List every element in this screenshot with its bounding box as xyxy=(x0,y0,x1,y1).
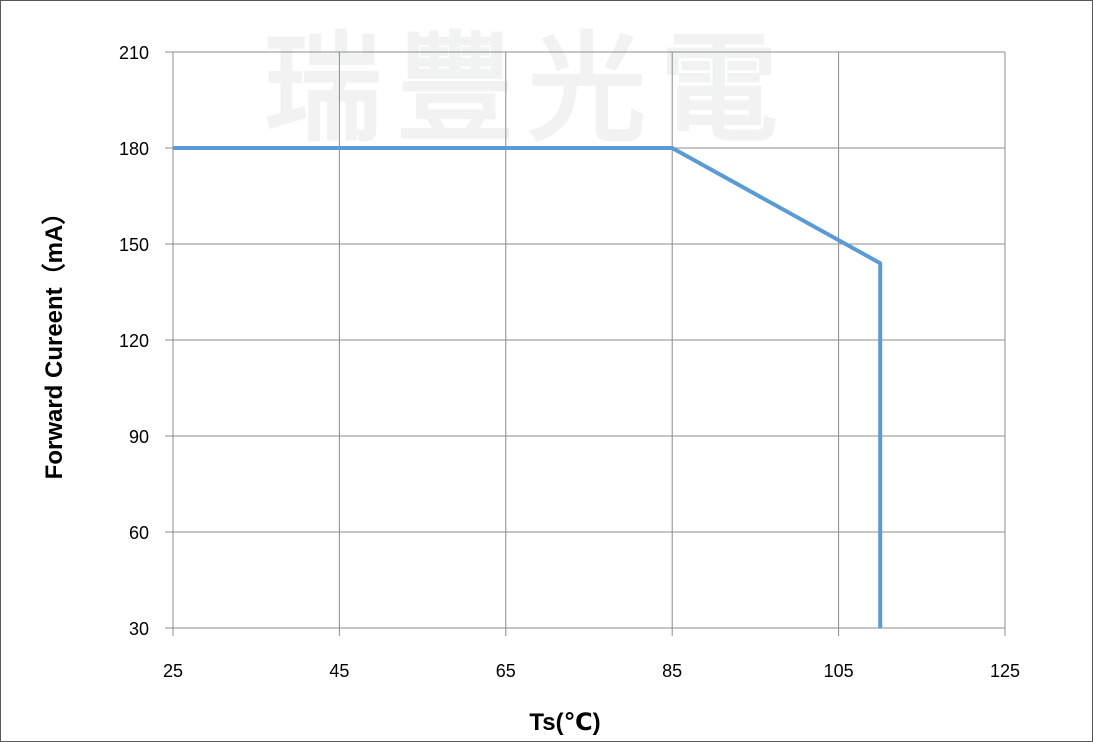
y-tick-label-120: 120 xyxy=(119,331,149,351)
y-axis-title: Forward Cureent（mA） xyxy=(41,201,68,480)
x-tick-labels: 25 45 65 85 105 125 xyxy=(163,661,1020,681)
x-tick-label-25: 25 xyxy=(163,661,183,681)
y-tick-label-210: 210 xyxy=(119,43,149,63)
x-tick-label-105: 105 xyxy=(824,661,854,681)
x-tick-label-125: 125 xyxy=(990,661,1020,681)
gridlines xyxy=(165,51,1006,636)
x-tick-label-65: 65 xyxy=(496,661,516,681)
series-line-0 xyxy=(173,146,883,628)
y-tick-labels: 30 60 90 120 150 180 210 xyxy=(119,43,149,639)
series-layer xyxy=(173,146,883,628)
y-tick-label-180: 180 xyxy=(119,139,149,159)
x-tick-label-45: 45 xyxy=(329,661,349,681)
watermark: 瑞豐光電 xyxy=(264,20,792,158)
x-tick-label-85: 85 xyxy=(662,661,682,681)
y-tick-label-150: 150 xyxy=(119,235,149,255)
x-axis-title: Ts(℃) xyxy=(529,709,600,736)
y-tick-label-60: 60 xyxy=(129,523,149,543)
y-tick-label-90: 90 xyxy=(129,427,149,447)
y-tick-label-30: 30 xyxy=(129,619,149,639)
